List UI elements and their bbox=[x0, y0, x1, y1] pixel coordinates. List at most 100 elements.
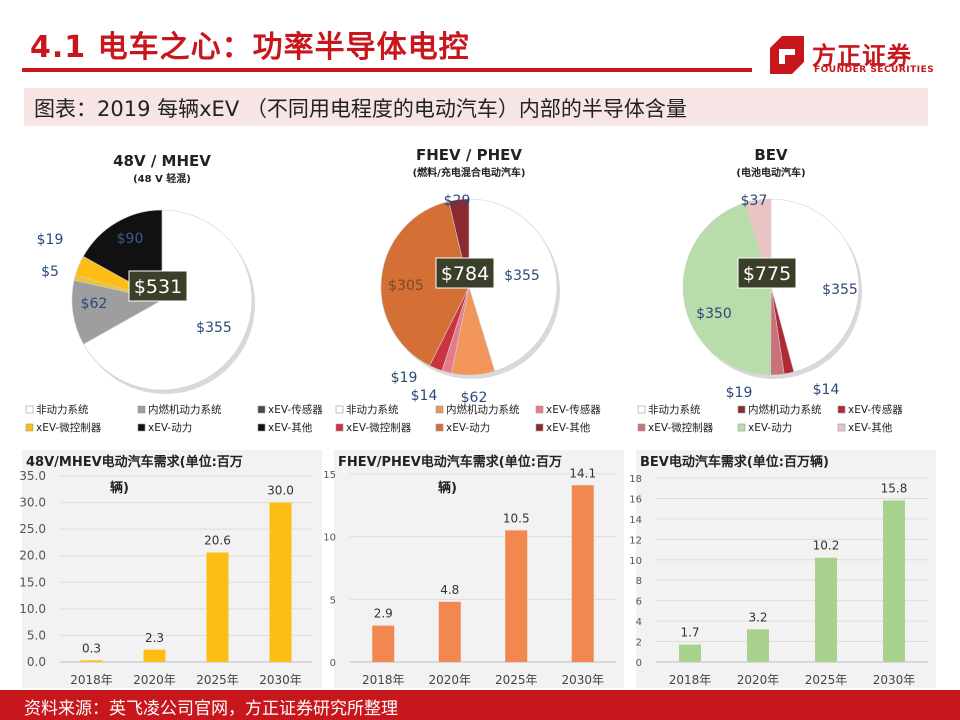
pie-slice-label: $305 bbox=[388, 278, 424, 294]
legend-label: 内燃机动力系统 bbox=[148, 403, 222, 416]
legend-label: xEV-传感器 bbox=[848, 403, 903, 416]
legend-label: 非动力系统 bbox=[648, 403, 701, 416]
x-category-label: 2020年 bbox=[133, 673, 176, 687]
y-tick-label: 8 bbox=[636, 576, 642, 587]
legend-label: xEV-动力 bbox=[748, 421, 792, 434]
bar-value-label: 0.3 bbox=[82, 641, 101, 655]
x-category-label: 2025年 bbox=[495, 673, 538, 687]
legend-swatch bbox=[335, 423, 344, 432]
y-tick-label: 14 bbox=[629, 515, 642, 526]
x-category-label: 2020年 bbox=[737, 673, 780, 687]
bar-value-label: 20.6 bbox=[204, 534, 231, 548]
pie-total-value: $531 bbox=[134, 276, 182, 298]
pie-total-value: $775 bbox=[743, 263, 791, 285]
y-tick-label: 15.0 bbox=[19, 575, 46, 589]
pie-subtitle: (48 V 轻混) bbox=[133, 172, 191, 185]
pie-subtitle: (燃料/充电混合电动汽车) bbox=[413, 166, 526, 179]
legend-swatch bbox=[257, 423, 266, 432]
source-note: 资料来源：英飞凌公司官网，方正证券研究所整理 bbox=[24, 699, 398, 719]
pie-title: FHEV / PHEV bbox=[416, 146, 522, 164]
legend-label: xEV-传感器 bbox=[268, 403, 323, 416]
pie-slice-label: $355 bbox=[504, 268, 540, 284]
y-tick-label: 0 bbox=[330, 658, 336, 669]
pie-slice bbox=[770, 198, 860, 373]
bar-value-label: 3.2 bbox=[748, 610, 767, 624]
y-tick-label: 6 bbox=[636, 597, 642, 608]
pie-slice bbox=[468, 198, 558, 372]
legend-swatch bbox=[435, 405, 444, 414]
legend-swatch bbox=[837, 423, 846, 432]
bar bbox=[571, 485, 594, 662]
legend-swatch bbox=[737, 423, 746, 432]
legend-label: xEV-其他 bbox=[848, 421, 893, 434]
bar bbox=[679, 644, 701, 662]
pie-title: BEV bbox=[754, 146, 788, 164]
pie-slice-label: $62 bbox=[81, 296, 108, 312]
bar-value-label: 14.1 bbox=[569, 466, 596, 480]
y-tick-label: 20.0 bbox=[19, 549, 46, 563]
legend-swatch bbox=[637, 405, 646, 414]
y-tick-label: 35.0 bbox=[19, 469, 46, 483]
bar bbox=[505, 530, 528, 662]
logo-cn-text: 方正证券 bbox=[812, 42, 912, 70]
y-tick-label: 5 bbox=[330, 595, 336, 606]
bar-value-label: 1.7 bbox=[680, 626, 699, 640]
legend-label: xEV-动力 bbox=[148, 421, 192, 434]
legend-swatch bbox=[837, 405, 846, 414]
legend-label: xEV-微控制器 bbox=[346, 421, 412, 434]
y-tick-label: 16 bbox=[629, 494, 642, 505]
bar-value-label: 4.8 bbox=[440, 583, 459, 597]
pie-slice-label: $29 bbox=[444, 193, 471, 209]
legend-swatch bbox=[137, 405, 146, 414]
y-tick-label: 4 bbox=[636, 617, 642, 628]
chart-caption: 图表：2019 每辆xEV （不同用电程度的电动汽车）内部的半导体含量 bbox=[34, 97, 687, 121]
pie-slice bbox=[380, 201, 470, 367]
bar-value-label: 10.2 bbox=[813, 539, 840, 553]
pie-slice-label: $355 bbox=[822, 282, 858, 298]
pie-slice-label: $62 bbox=[461, 390, 488, 406]
legend-label: xEV-其他 bbox=[268, 421, 313, 434]
x-category-label: 2025年 bbox=[805, 673, 848, 687]
legend-label: 非动力系统 bbox=[36, 403, 89, 416]
pie-slice-label: $14 bbox=[813, 382, 840, 398]
pie-total-badge bbox=[435, 257, 495, 289]
x-category-label: 2030年 bbox=[259, 673, 302, 687]
y-tick-label: 12 bbox=[629, 535, 642, 546]
page-title: 4.1 电车之心：功率半导体电控 bbox=[30, 30, 470, 65]
x-category-label: 2025年 bbox=[196, 673, 239, 687]
y-tick-label: 10.0 bbox=[19, 602, 46, 616]
footer-band: 资料来源：英飞凌公司官网，方正证券研究所整理 bbox=[0, 690, 960, 720]
pie-slice-label: $14 bbox=[411, 388, 438, 404]
legend-swatch bbox=[257, 405, 266, 414]
x-category-label: 2020年 bbox=[428, 673, 471, 687]
x-category-label: 2018年 bbox=[70, 673, 113, 687]
legend-label: xEV-微控制器 bbox=[648, 421, 714, 434]
pie-title: 48V / MHEV bbox=[113, 152, 211, 170]
pie-subtitle: (电池电动汽车) bbox=[736, 166, 805, 179]
title-underline bbox=[22, 68, 752, 72]
legend-label: 非动力系统 bbox=[346, 403, 399, 416]
pie-total-value: $784 bbox=[441, 263, 489, 285]
legend-swatch bbox=[535, 405, 544, 414]
y-tick-label: 10 bbox=[323, 533, 336, 544]
bar-chart-title: 48V/MHEV电动汽车需求(单位:百万 bbox=[26, 454, 243, 470]
legend-swatch bbox=[637, 423, 646, 432]
pie-total-badge bbox=[128, 270, 188, 302]
x-category-label: 2030年 bbox=[873, 673, 916, 687]
y-tick-label: 0 bbox=[636, 658, 642, 669]
chart-caption-band: 图表：2019 每辆xEV （不同用电程度的电动汽车）内部的半导体含量 bbox=[24, 88, 928, 126]
legend-label: xEV-微控制器 bbox=[36, 421, 102, 434]
y-tick-label: 10 bbox=[629, 556, 642, 567]
bar-value-label: 10.5 bbox=[503, 511, 530, 525]
logo-mark-icon bbox=[770, 36, 804, 74]
pie-slice-label: $90 bbox=[117, 231, 144, 247]
pie-slice-label: $19 bbox=[391, 370, 418, 386]
y-tick-label: 25.0 bbox=[19, 522, 46, 536]
y-tick-label: 0.0 bbox=[27, 655, 46, 669]
x-category-label: 2030年 bbox=[561, 673, 604, 687]
y-tick-label: 30.0 bbox=[19, 496, 46, 510]
pie-slice-label: $5 bbox=[41, 264, 59, 280]
bar bbox=[143, 649, 166, 662]
y-tick-label: 18 bbox=[629, 474, 642, 485]
